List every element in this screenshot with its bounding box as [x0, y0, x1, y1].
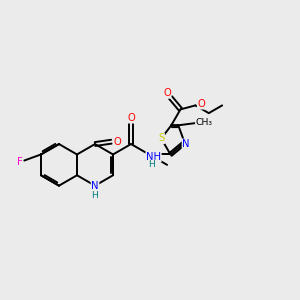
Text: H: H	[148, 160, 155, 169]
Text: O: O	[163, 88, 171, 98]
Text: O: O	[113, 137, 121, 147]
Text: S: S	[158, 134, 164, 143]
Text: H: H	[91, 191, 98, 200]
Text: CH₃: CH₃	[196, 118, 213, 127]
Text: NH: NH	[146, 152, 161, 162]
Text: O: O	[127, 113, 135, 123]
Text: O: O	[197, 99, 205, 109]
Text: N: N	[182, 139, 190, 149]
Text: N: N	[91, 181, 99, 191]
Text: F: F	[17, 157, 22, 167]
